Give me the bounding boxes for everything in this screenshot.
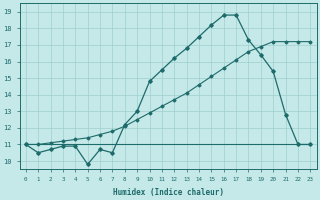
X-axis label: Humidex (Indice chaleur): Humidex (Indice chaleur) (113, 188, 224, 197)
